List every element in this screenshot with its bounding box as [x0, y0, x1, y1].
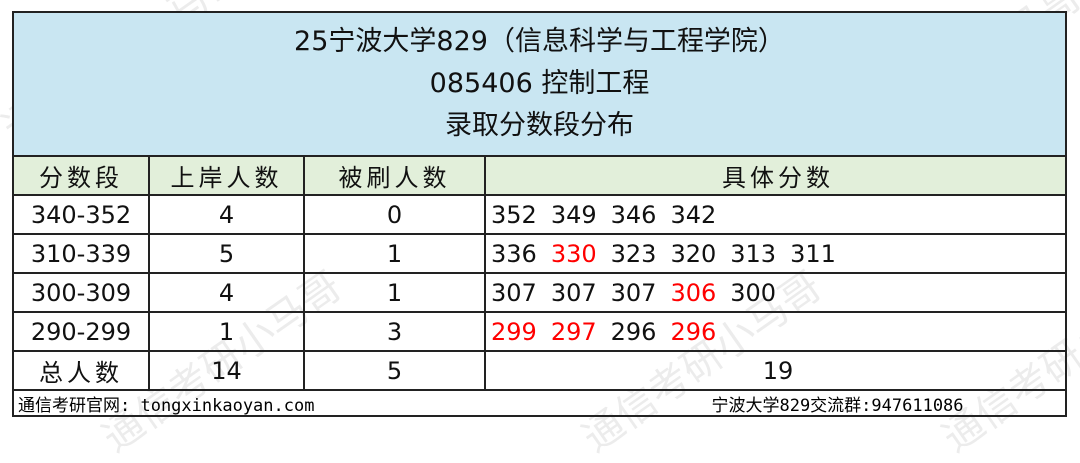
score-list: 299 297 296 296: [486, 313, 1065, 350]
header-row: 分数段 上岸人数 被刷人数 具体分数: [14, 157, 1065, 196]
title-line-2: 085406 控制工程: [429, 68, 650, 99]
score-list: 307 307 307 306 300: [486, 274, 1065, 311]
rejected-count: 1: [305, 235, 486, 272]
score-range: 300-309: [14, 274, 150, 311]
admitted-score: 311: [790, 239, 836, 268]
header-rejected: 被刷人数: [305, 157, 486, 194]
rejected-score: 299: [491, 317, 537, 346]
admitted-count: 5: [150, 235, 305, 272]
admitted-score: 320: [670, 239, 717, 268]
admitted-count: 1: [150, 313, 305, 350]
admitted-score: 336: [491, 239, 537, 268]
score-range: 340-352: [14, 196, 150, 233]
header-admitted: 上岸人数: [150, 157, 305, 194]
header-range: 分数段: [14, 157, 150, 194]
rejected-score: 330: [550, 239, 597, 268]
admitted-score: 349: [550, 200, 597, 229]
admitted-score: 296: [610, 317, 657, 346]
admitted-count: 4: [150, 196, 305, 233]
score-distribution-table: 25宁波大学829（信息科学与工程学院） 085406 控制工程 录取分数段分布…: [12, 11, 1067, 417]
total-all: 19: [762, 356, 794, 385]
admitted-score: 346: [610, 200, 657, 229]
total-rejected: 5: [305, 352, 486, 389]
score-list: 352 349 346 342: [486, 196, 1065, 233]
header-scores: 具体分数: [722, 164, 834, 192]
footer-group: 宁波大学829交流群:947611086: [711, 395, 964, 416]
footer-website: 通信考研官网: tongxinkaoyan.com: [18, 395, 315, 416]
total-row: 总人数 14 5 19: [14, 352, 1065, 391]
score-range: 310-339: [14, 235, 150, 272]
table-row: 290-299 1 3 299 297 296 296: [14, 313, 1065, 352]
admitted-score: 342: [670, 200, 717, 229]
admitted-count: 4: [150, 274, 305, 311]
rejected-score: 296: [670, 317, 717, 346]
footer: 通信考研官网: tongxinkaoyan.com 宁波大学829交流群:947…: [14, 391, 1065, 416]
total-admitted: 14: [150, 352, 305, 389]
admitted-score: 352: [491, 200, 537, 229]
rejected-score: 306: [670, 278, 717, 307]
table-row: 340-352 4 0 352 349 346 342: [14, 196, 1065, 235]
admitted-score: 307: [610, 278, 657, 307]
rejected-count: 1: [305, 274, 486, 311]
table-row: 300-309 4 1 307 307 307 306 300: [14, 274, 1065, 313]
rejected-count: 3: [305, 313, 486, 350]
rejected-count: 0: [305, 196, 486, 233]
admitted-score: 300: [730, 278, 777, 307]
admitted-score: 323: [610, 239, 657, 268]
score-list: 336 330 323 320 313 311: [486, 235, 1065, 272]
admitted-score: 313: [730, 239, 777, 268]
admitted-score: 307: [550, 278, 597, 307]
title-line-3: 录取分数段分布: [445, 110, 634, 141]
table-row: 310-339 5 1 336 330 323 320 313 311: [14, 235, 1065, 274]
rejected-score: 297: [550, 317, 597, 346]
title-line-1: 25宁波大学829（信息科学与工程学院）: [294, 26, 785, 57]
table-title: 25宁波大学829（信息科学与工程学院） 085406 控制工程 录取分数段分布: [14, 13, 1065, 157]
score-range: 290-299: [14, 313, 150, 350]
admitted-score: 307: [491, 278, 537, 307]
total-label: 总人数: [14, 352, 150, 389]
